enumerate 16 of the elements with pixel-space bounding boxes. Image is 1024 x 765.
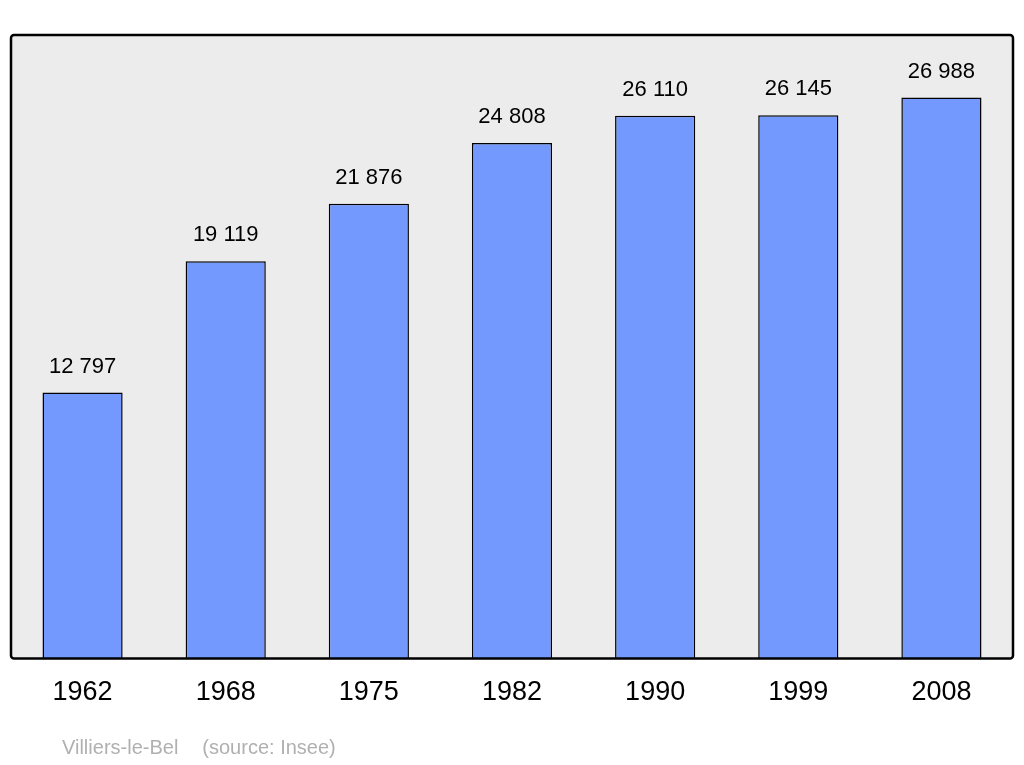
data-label: 21 876 [335,163,403,189]
data-label: 26 145 [764,75,832,101]
x-tick-label: 1999 [768,676,829,707]
data-label: 26 988 [907,57,976,83]
text: (source: Insee) [202,736,336,758]
x-tick-label: 1982 [481,676,543,707]
data-label: 24 808 [478,102,546,128]
x-tick-label: 1968 [195,676,256,707]
data-label: 12 797 [48,352,117,378]
x-tick-label: 1990 [625,676,686,707]
text: Villiers-le-Bel [62,736,179,758]
x-tick-label: 1962 [52,676,113,707]
data-label: 19 119 [192,221,259,247]
data-label: 26 110 [622,75,688,101]
x-tick-label: 2008 [911,676,972,707]
x-tick-label: 1975 [338,676,399,707]
